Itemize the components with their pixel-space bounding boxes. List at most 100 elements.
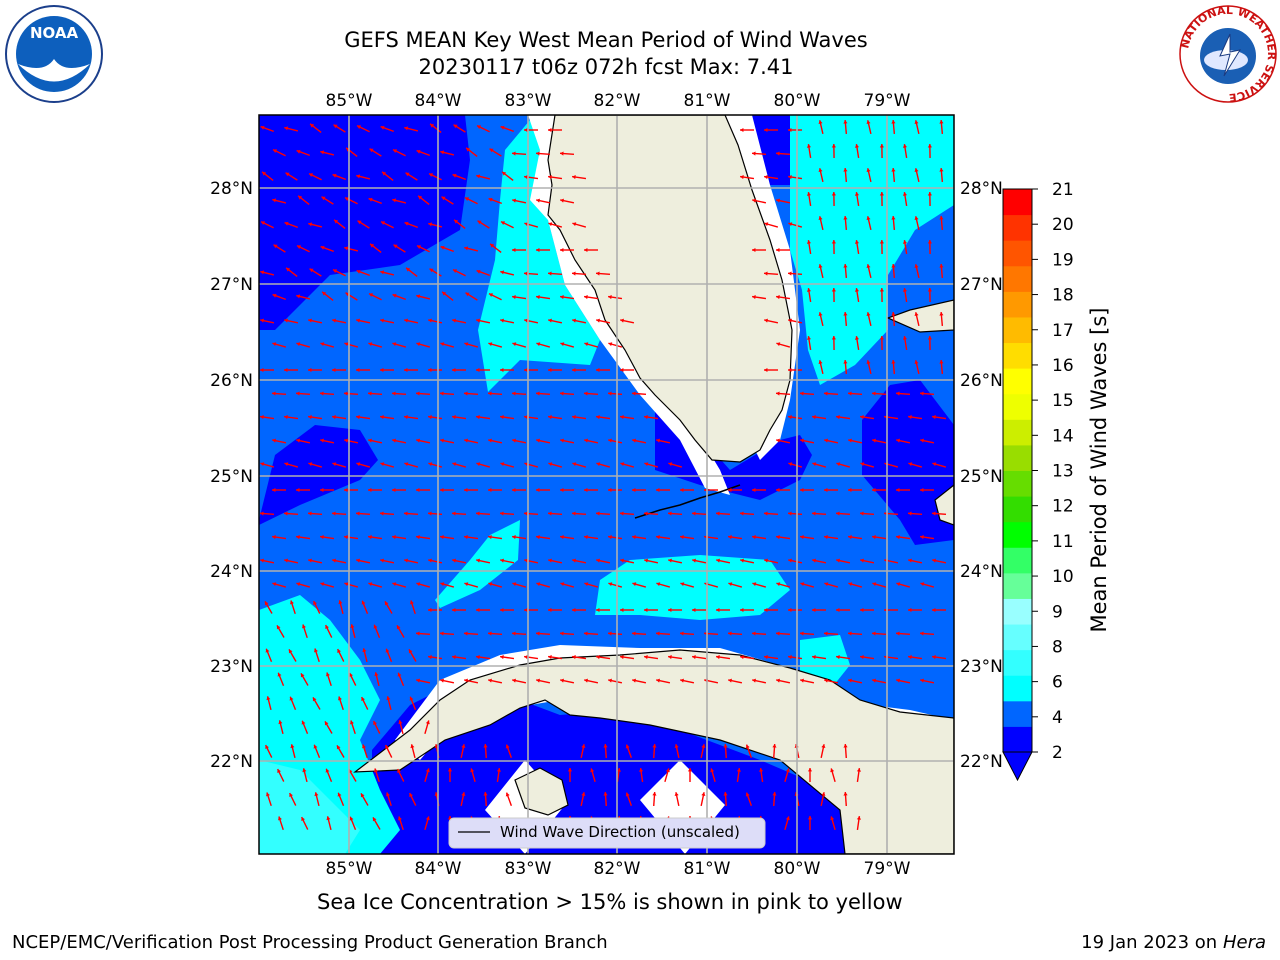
lat-label: 25°N	[960, 467, 1003, 487]
wind-wave-vector-head	[301, 720, 306, 725]
wind-wave-vector-head	[776, 535, 780, 540]
wind-wave-vector-head	[927, 336, 932, 340]
wind-wave-vector-head	[500, 655, 504, 660]
wind-wave-vector-head	[843, 312, 848, 316]
wind-wave-vector-head	[776, 391, 780, 396]
wind-wave-vector-head	[416, 438, 420, 443]
wind-wave-vector-head	[428, 511, 432, 516]
wind-wave-vector-head	[616, 768, 621, 772]
wind-wave-vector-head	[428, 367, 432, 373]
wind-wave-vector-head	[932, 415, 936, 420]
lat-label: 22°N	[960, 752, 1003, 772]
colorbar-tick-label: 18	[1052, 286, 1074, 306]
wind-wave-vector-head	[632, 631, 636, 636]
wind-wave-vector-head	[350, 624, 355, 629]
wind-wave-vector-head	[440, 535, 444, 540]
wind-wave-vector-head	[272, 438, 276, 443]
wind-wave-vector-head	[812, 511, 816, 516]
wind-wave-vector-head	[338, 600, 343, 605]
wind-wave-vector-head	[296, 149, 301, 154]
wind-wave-vector-head	[488, 535, 492, 540]
wind-wave-vector-head	[260, 367, 264, 373]
wind-wave-vector-head	[680, 631, 684, 636]
wind-wave-vector-head	[879, 240, 884, 244]
wind-wave-vector-head	[788, 607, 792, 613]
wind-wave-vector-head	[560, 631, 564, 636]
wind-wave-vector-head	[656, 438, 660, 443]
wind-wave-vector-head	[821, 744, 826, 748]
colorbar-segment	[1003, 547, 1032, 574]
wind-wave-vector-head	[308, 462, 313, 467]
wind-wave-vector-head	[644, 415, 648, 420]
wind-wave-vector-head	[764, 607, 768, 613]
wind-wave-vector-head	[752, 582, 757, 587]
wind-wave-vector-head	[860, 415, 864, 420]
wind-wave-vector-head	[608, 391, 612, 396]
wind-wave-vector-head	[465, 197, 469, 201]
period-below-2-east-coast	[750, 115, 790, 185]
wind-wave-vector-head	[392, 487, 396, 493]
lat-label: 23°N	[210, 657, 253, 677]
wind-wave-vector-head	[266, 696, 271, 701]
florida-keys	[634, 484, 741, 519]
wind-wave-vector-head	[806, 240, 812, 244]
wind-wave-vector-head	[483, 792, 488, 796]
wind-wave-vector-head	[603, 744, 608, 748]
wind-wave-vector-head	[818, 312, 823, 317]
period-4-6-gulf-south	[435, 520, 520, 608]
wind-wave-vector-head	[625, 744, 630, 749]
wind-wave-vector-head	[440, 391, 444, 396]
wind-wave-vector-head	[920, 391, 924, 396]
wind-wave-vector-head	[788, 462, 793, 467]
wind-wave-vector-head	[284, 415, 288, 420]
wind-wave-vector-head	[764, 511, 768, 516]
colorbar-tick-label: 8	[1052, 637, 1063, 657]
lon-label: 79°W	[864, 91, 911, 111]
wind-wave-vector-head	[596, 415, 600, 420]
wind-wave-vector-head	[500, 367, 504, 373]
wind-wave-vector-head	[333, 269, 337, 273]
wind-wave-vector-head	[260, 415, 264, 420]
wind-wave-vector-head	[740, 607, 744, 613]
wind-wave-vector-head	[368, 391, 372, 396]
wind-wave-vector-head	[806, 336, 812, 340]
wind-wave-vector-head	[489, 148, 494, 153]
wind-wave-vector-head	[572, 271, 576, 276]
wind-wave-vector-head	[370, 243, 375, 248]
wind-wave-vector-head	[806, 144, 812, 148]
wind-wave-vector-head	[320, 150, 325, 155]
wind-wave-vector-head	[608, 631, 612, 636]
wind-wave-vector-head	[716, 607, 720, 613]
wind-wave-vector-head	[332, 367, 336, 373]
wind-wave-vector-head	[728, 631, 732, 636]
colorbar-tick-label: 2	[1052, 743, 1063, 763]
wind-wave-vector-head	[812, 558, 816, 563]
wind-wave-vector-head	[466, 147, 471, 152]
wind-wave-vector-head	[536, 295, 540, 300]
wind-wave-vector-head	[824, 678, 828, 683]
wind-wave-vector-head	[800, 487, 804, 493]
wind-wave-vector-head	[361, 697, 365, 701]
wind-wave-vector-head	[416, 487, 420, 493]
wind-wave-vector-head	[843, 360, 848, 364]
wind-wave-vector-head	[818, 360, 823, 365]
wind-wave-vectors	[259, 119, 947, 831]
wind-wave-vector-head	[668, 655, 672, 660]
wind-wave-vector-head	[788, 127, 792, 133]
colorbar-segment	[1003, 675, 1032, 702]
wind-wave-vector-head	[632, 391, 636, 396]
wind-wave-vector-head	[320, 582, 325, 587]
wind-wave-vector-head	[896, 582, 901, 587]
wind-wave-vector-head	[313, 601, 317, 605]
wind-wave-vector-head	[740, 655, 744, 660]
wind-wave-vector-head	[914, 168, 919, 173]
wind-wave-vector-head	[368, 438, 372, 443]
wind-wave-vector-head	[360, 793, 365, 798]
wind-wave-vector-head	[812, 655, 816, 660]
wind-wave-vector-head	[392, 535, 396, 540]
wind-wave-vector-head	[584, 391, 588, 396]
wind-wave-vector-head	[866, 312, 871, 317]
wind-wave-vector-head	[848, 678, 852, 683]
wind-wave-vector-head	[932, 558, 936, 563]
